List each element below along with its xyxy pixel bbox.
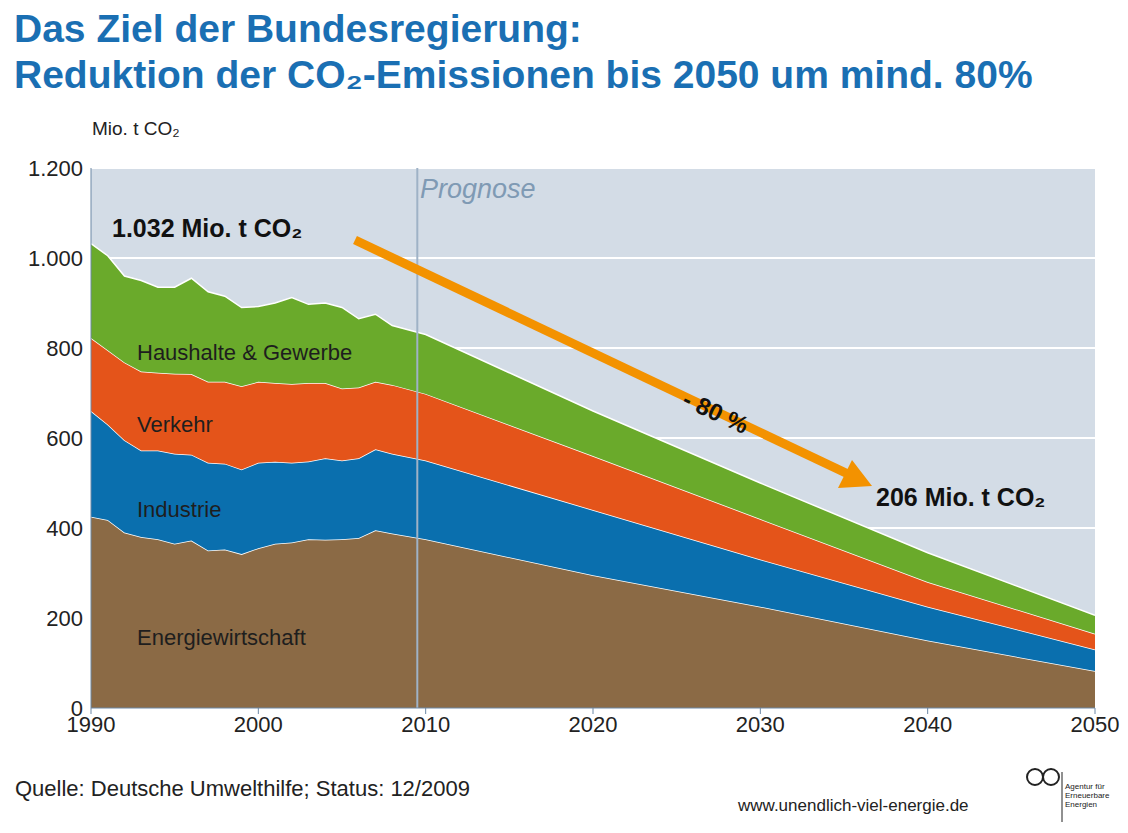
html-text:Quelle: Deutsche Umwelthilfe;: Quelle: Deutsche Umwelthilfe; Status: 12… xyxy=(15,776,470,801)
html-text:Prognose: Prognose xyxy=(420,174,536,204)
html-text:Energiewirtschaft: Energiewirtschaft xyxy=(137,625,306,650)
svg-text:2050: 2050 xyxy=(1071,712,1120,737)
html-text:- 80 %: - 80 % xyxy=(678,385,753,439)
html-text:1.032 Mio. t CO₂: 1.032 Mio. t CO₂ xyxy=(112,214,303,242)
svg-text:1.200: 1.200 xyxy=(28,156,83,181)
svg-text:400: 400 xyxy=(46,516,83,541)
html-text:206 Mio. t CO₂: 206 Mio. t CO₂ xyxy=(876,483,1046,511)
svg-text:800: 800 xyxy=(46,336,83,361)
html-text:Mio. t CO₂: Mio. t CO₂ xyxy=(92,118,180,139)
html-text:www.unendlich-viel-energie.de: www.unendlich-viel-energie.de xyxy=(738,796,969,815)
svg-text:600: 600 xyxy=(46,426,83,451)
svg-text:1.000: 1.000 xyxy=(28,246,83,271)
html-text:Verkehr: Verkehr xyxy=(137,412,213,437)
html-text:Das Ziel der Bundesregierung:: Das Ziel der Bundesregierung: xyxy=(14,7,582,50)
html-text:Industrie: Industrie xyxy=(137,497,222,522)
svg-text:2020: 2020 xyxy=(569,712,618,737)
svg-text:0: 0 xyxy=(71,696,83,721)
html-text:Haushalte & Gewerbe: Haushalte & Gewerbe xyxy=(137,340,353,365)
svg-text:1990: 1990 xyxy=(66,711,116,737)
svg-text:2000: 2000 xyxy=(234,712,283,737)
svg-text:2030: 2030 xyxy=(736,712,785,737)
html-text:Reduktion der CO₂-Emissionen b: Reduktion der CO₂-Emissionen bis 2050 um… xyxy=(14,53,1033,96)
svg-text:200: 200 xyxy=(46,606,83,631)
svg-text:2040: 2040 xyxy=(903,712,952,737)
svg-text:2010: 2010 xyxy=(401,712,450,737)
html-text:Agentur für Erneuerbare Energi: Agentur für Erneuerbare Energien xyxy=(1065,782,1110,809)
